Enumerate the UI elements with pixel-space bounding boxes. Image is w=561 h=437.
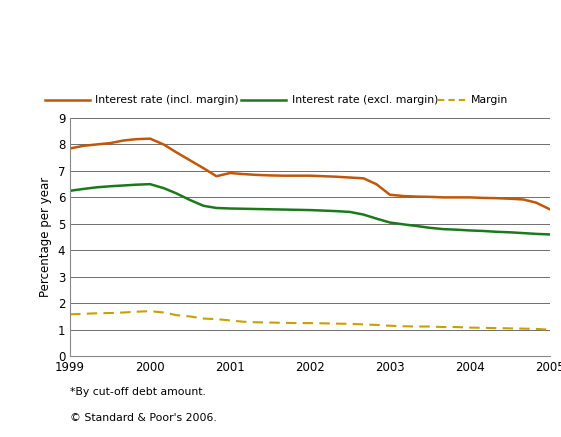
Text: © Standard & Poor's 2006.: © Standard & Poor's 2006. — [70, 413, 217, 423]
Text: Margin: Margin — [471, 95, 508, 105]
Text: *By cut-off debt amount.: *By cut-off debt amount. — [70, 387, 206, 397]
Text: Interest rate (excl. margin): Interest rate (excl. margin) — [292, 95, 438, 105]
Text: Interest rate (incl. margin): Interest rate (incl. margin) — [95, 95, 239, 105]
Text: Chart 1: Weighted-Average Interest Rate, Interest Rate Before Margin, and Loan: Chart 1: Weighted-Average Interest Rate,… — [7, 23, 561, 36]
Y-axis label: Percentage per year: Percentage per year — [39, 177, 52, 297]
Text: Margin*: Margin* — [7, 45, 63, 58]
